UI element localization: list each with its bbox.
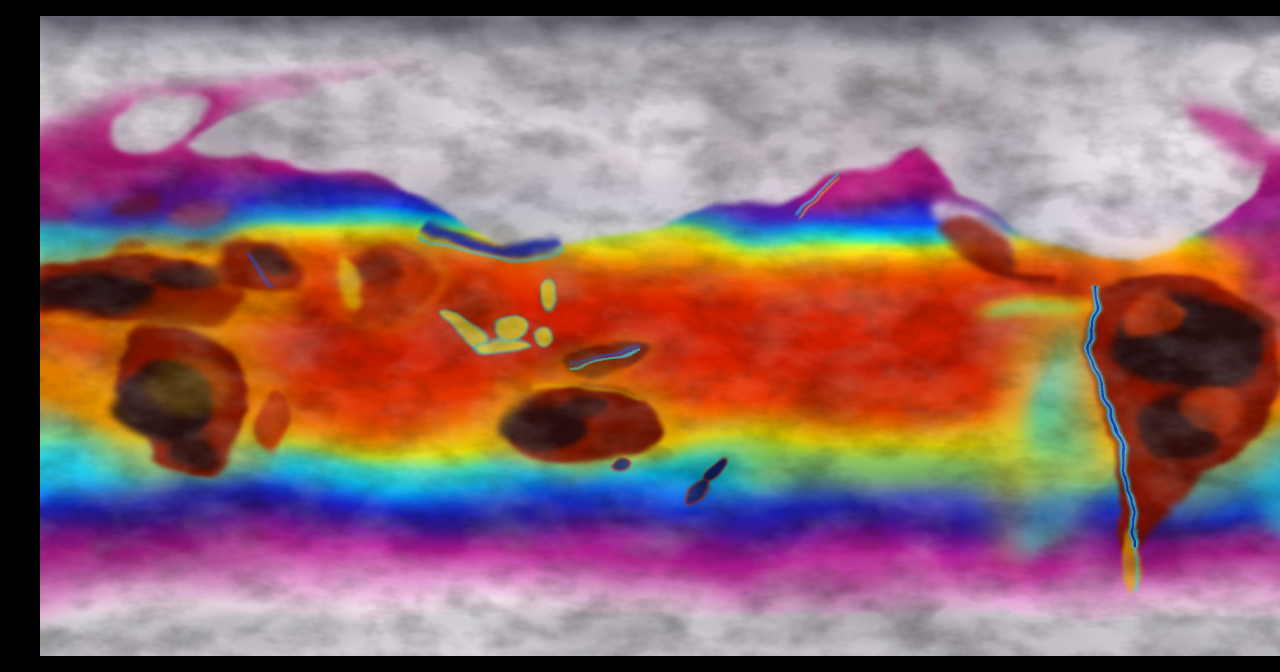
texture-fine-light [40,16,1280,656]
global-temperature-map [40,16,1280,656]
temperature-map-canvas [40,16,1280,656]
